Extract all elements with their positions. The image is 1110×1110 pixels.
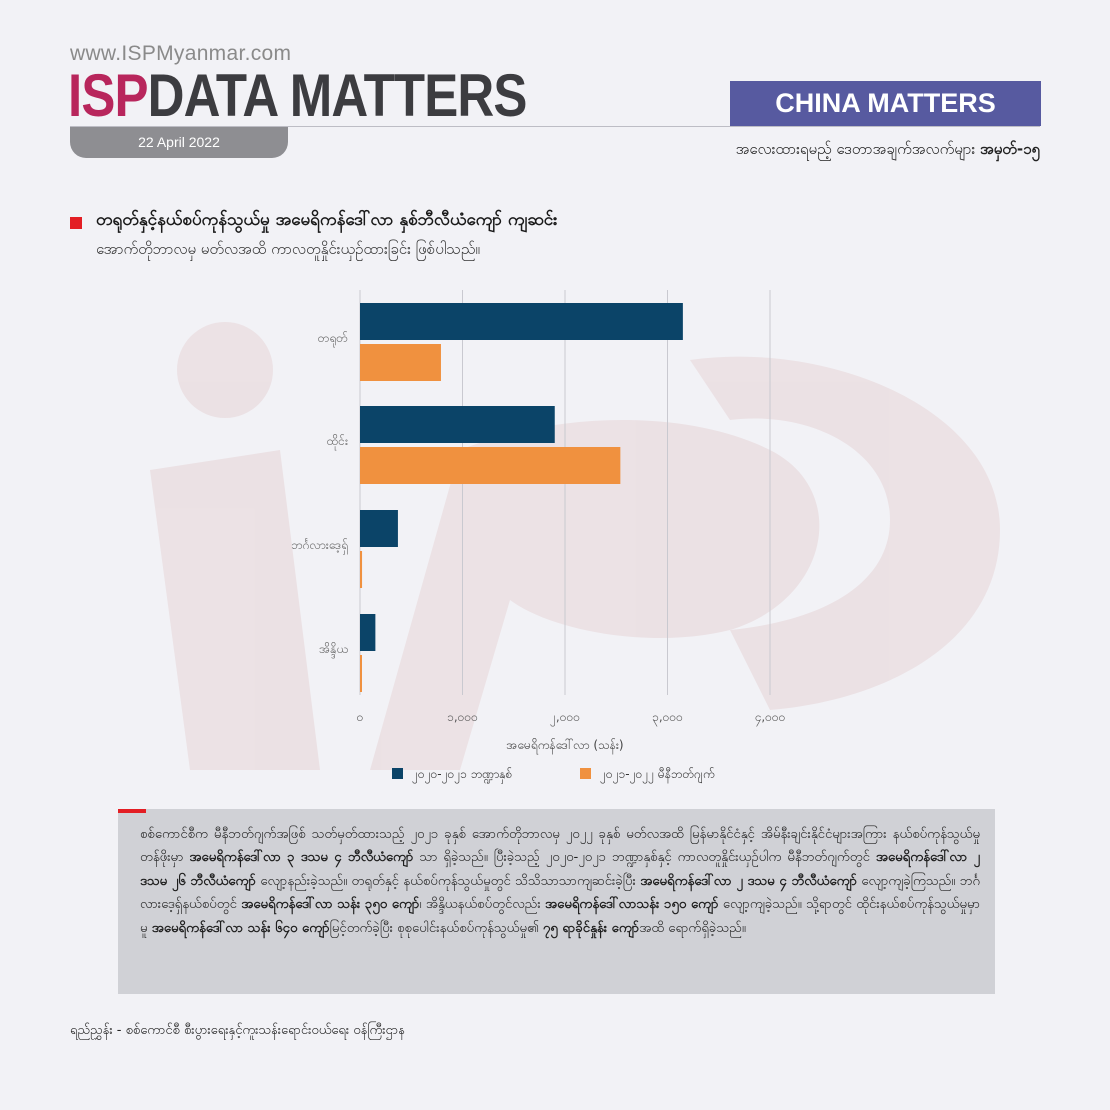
issue-number: အမှတ်-၁၅ bbox=[979, 140, 1040, 158]
bar-series1 bbox=[360, 510, 398, 547]
note-segment: အထိ ရောက်ရှိခဲ့သည်။ bbox=[639, 920, 746, 936]
bar-series2 bbox=[360, 551, 363, 588]
note-segment: မြင့်တက်ခဲ့ပြီး စုစုပေါင်းနယ်စပ်ကုန်သွယ်… bbox=[329, 920, 543, 936]
note-segment: ၊ အိန္ဒိယနယ်စပ်တွင်လည်း bbox=[419, 897, 546, 913]
note-accent-bar bbox=[118, 809, 146, 813]
note-highlight: အမေရိကန်ဒေါ်လာ သန်း ၃၅၀ ကျော် bbox=[241, 897, 420, 913]
x-tick-label: ၂,၀၀၀ bbox=[550, 710, 580, 727]
note-highlight: အမေရိကန်ဒေါ်လာသန်း ၁၅၀ ကျော် bbox=[545, 897, 719, 913]
category-label: ဘင်္ဂလားဒေ့ရှ် bbox=[291, 537, 348, 555]
isp-watermark-icon bbox=[150, 322, 1000, 770]
note-box bbox=[118, 809, 995, 994]
chart-title: တရုတ်နှင့်နယ်စပ်ကုန်သွယ်မှု အမေရိကန်ဒေါ်… bbox=[96, 210, 558, 230]
site-url[interactable]: www.ISPMyanmar.com bbox=[70, 42, 292, 65]
brand-data-matters: DATA MATTERS bbox=[147, 62, 528, 129]
note-segment: သာ ရှိခဲ့သည်။ ပြီးခဲ့သည့် ၂၀၂၀-၂၀၂၁ ဘဏ္ဍ… bbox=[413, 850, 876, 866]
note-highlight: အမေရိကန်ဒေါ်လာ ၃ ဒသမ ၄ ဘီလီယံကျော် bbox=[189, 850, 414, 866]
legend-swatch bbox=[392, 768, 403, 779]
bar-series2 bbox=[360, 655, 362, 692]
x-tick-label: ၀ bbox=[357, 710, 364, 724]
note-segment: လျော့နည်းခဲ့သည်။ တရုတ်နှင့် နယ်စပ်ကုန်သွ… bbox=[255, 873, 641, 889]
note-highlight: ၇၅ ရာခိုင်နှုန်း ကျော် bbox=[542, 920, 640, 936]
bar-series1 bbox=[360, 303, 683, 340]
bar-series2 bbox=[360, 344, 441, 381]
x-tick-label: ၃,၀၀၀ bbox=[652, 710, 683, 727]
note-text: စစ်ကောင်စီက မီနီဘတ်ဂျက်အဖြစ် သတ်မှတ်ထားသ… bbox=[140, 823, 980, 940]
bar-series1 bbox=[360, 406, 555, 443]
chart-subtitle: အောက်တိုဘာလမှ မတ်လအထိ ကာလတူနှိုင်းယှဉ်ထာ… bbox=[96, 240, 480, 258]
legend-label: ၂၀၂၁-၂၀၂၂ မီနီဘတ်ဂျက် bbox=[600, 766, 715, 784]
category-label: တရုတ် bbox=[318, 330, 348, 348]
note-segment: လျော့ကျခဲ့ကြသည်။ ဘင်္ဂလားဒေ့ရှ်နယ်စပ်တွင… bbox=[140, 873, 980, 913]
brand-isp: ISP bbox=[68, 62, 149, 129]
bar-chart: ၀ ၁,၀၀၀ ၂,၀၀၀ ၃,၀၀၀ ၄,၀၀၀ တရုတ်ထိုင်းဘင်္ဂလား… bbox=[291, 290, 786, 784]
issue-subhead-text: အလေးထားရမည့် ဒေတာအချက်အလက်များ bbox=[735, 140, 980, 158]
note-segment: လျော့ကျခဲ့သည်။ သို့ရာတွင် ထိုင်းနယ်စပ်ကု… bbox=[140, 897, 981, 936]
note-highlight: အမေရိကန်ဒေါ်လာ ၂ ဒသမ ၂၆ ဘီလီယံကျော် bbox=[140, 850, 981, 889]
x-tick-label: ၄,၀၀၀ bbox=[755, 710, 786, 727]
date-badge: 22 April 2022 bbox=[70, 127, 288, 158]
source-note: ရည်ညွှန်း - စစ်ကောင်စီ စီးပွားရေးနှင့်ကူ… bbox=[70, 1023, 405, 1038]
category-label: ထိုင်း bbox=[327, 433, 348, 451]
note-highlight: အမေရိကန်ဒေါ်လာ သန်း ၆၄၀ ကျော် bbox=[151, 920, 330, 936]
brand-logo: ISPDATA MATTERS bbox=[68, 58, 527, 134]
legend-label: ၂၀၂၀-၂၀၂၁ ဘဏ္ဍာနှစ် bbox=[412, 766, 512, 784]
x-tick-label: ၁,၀၀၀ bbox=[447, 710, 478, 724]
category-label: အိန္ဒိယ bbox=[319, 641, 348, 659]
series-tag: CHINA MATTERS bbox=[730, 81, 1041, 126]
note-segment: စစ်ကောင်စီက မီနီဘတ်ဂျက်အဖြစ် သတ်မှတ်ထားသ… bbox=[140, 827, 980, 866]
x-axis-title: အမေရိကန်ဒေါ်လာ (သန်း) bbox=[506, 737, 623, 755]
bar-series2 bbox=[360, 447, 621, 484]
note-highlight: အမေရိကန်ဒေါ်လာ ၂ ဒသမ ၄ ဘီလီယံကျော် bbox=[640, 873, 858, 889]
header-divider bbox=[70, 126, 1040, 127]
title-bullet-icon bbox=[70, 217, 82, 229]
issue-subhead: အလေးထားရမည့် ဒေတာအချက်အလက်များ အမှတ်-၁၅ bbox=[736, 140, 1040, 162]
legend-swatch bbox=[580, 768, 591, 779]
bar-series1 bbox=[360, 614, 376, 651]
